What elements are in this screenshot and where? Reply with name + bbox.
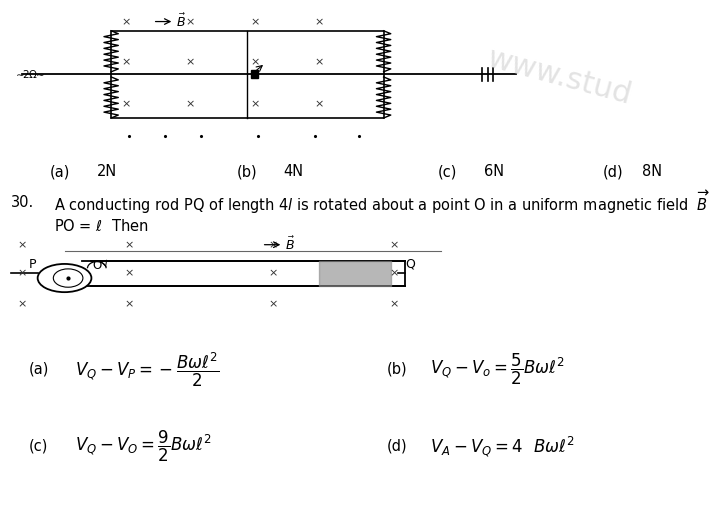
Text: (c): (c) [437,164,457,180]
Text: (a): (a) [29,362,49,377]
Text: $\times$: $\times$ [120,57,130,68]
Text: 6N: 6N [484,164,504,180]
Text: $\times$: $\times$ [124,240,134,250]
Text: $\times$: $\times$ [389,268,399,278]
Text: (d): (d) [387,439,408,454]
Text: $\times$: $\times$ [124,299,134,309]
Text: (b): (b) [387,362,408,377]
Text: $\times$: $\times$ [185,17,195,27]
Text: $V_Q - V_o = \dfrac{5}{2}B\omega\ell^2$: $V_Q - V_o = \dfrac{5}{2}B\omega\ell^2$ [430,352,566,387]
Text: $\times$: $\times$ [16,268,27,278]
Text: (b): (b) [237,164,257,180]
Text: $\times$: $\times$ [314,57,324,68]
Text: (c): (c) [29,439,48,454]
Text: $\times$: $\times$ [120,17,130,27]
Text: $\times$: $\times$ [267,240,277,250]
Text: $\times$: $\times$ [267,268,277,278]
Text: $\vec{B}$: $\vec{B}$ [285,236,295,253]
Text: 2N: 2N [97,164,117,180]
Text: $V_A - V_Q = 4\ \ B\omega\ell^2$: $V_A - V_Q = 4\ \ B\omega\ell^2$ [430,434,575,459]
Text: PO = $\ell$  Then: PO = $\ell$ Then [54,218,148,234]
Text: $\times$: $\times$ [389,299,399,309]
Text: (a): (a) [50,164,70,180]
Text: Q: Q [405,258,415,271]
Text: P: P [29,258,36,271]
Text: A conducting rod PQ of length 4$l$ is rotated about a point O in a uniform magne: A conducting rod PQ of length 4$l$ is ro… [54,189,717,216]
Text: $\times$: $\times$ [250,17,260,27]
Text: (d): (d) [602,164,623,180]
Text: $\times$: $\times$ [16,240,27,250]
Text: $\times$: $\times$ [389,240,399,250]
Text: $\times$: $\times$ [185,100,195,110]
Text: $\sim\!\!2\Omega\!\!\sim$: $\sim\!\!2\Omega\!\!\sim$ [13,68,44,81]
Text: 4N: 4N [283,164,303,180]
Text: $V_Q - V_P = -\dfrac{B\omega\ell^2}{2}$: $V_Q - V_P = -\dfrac{B\omega\ell^2}{2}$ [75,350,220,388]
Text: $\times$: $\times$ [124,268,134,278]
Text: 30.: 30. [11,195,34,210]
Text: $\vec{B}$: $\vec{B}$ [176,13,186,30]
Text: $\times$: $\times$ [250,57,260,68]
Text: $\times$: $\times$ [185,57,195,68]
Text: $\times$: $\times$ [314,17,324,27]
Text: $\times$: $\times$ [16,299,27,309]
Text: O: O [92,259,101,272]
Text: $\times$: $\times$ [267,299,277,309]
Bar [111,31,384,118]
Bar [251,70,258,78]
Text: $\times$: $\times$ [120,100,130,110]
Text: www.stud: www.stud [484,44,635,110]
Text: $\times$: $\times$ [314,100,324,110]
Ellipse shape [37,264,92,292]
Text: 8N: 8N [642,164,662,180]
Text: $V_Q - V_O = \dfrac{9}{2}B\omega\ell^2$: $V_Q - V_O = \dfrac{9}{2}B\omega\ell^2$ [75,429,212,464]
Text: $\times$: $\times$ [250,100,260,110]
